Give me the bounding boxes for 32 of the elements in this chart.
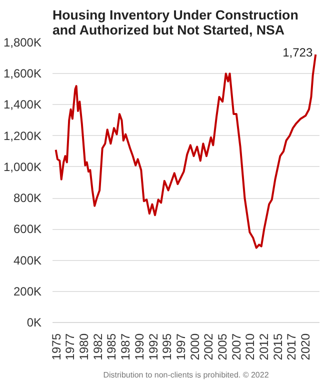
y-tick-label: 600K <box>13 222 42 236</box>
y-tick-label: 200K <box>13 284 42 298</box>
x-tick-label: 1982 <box>90 333 105 360</box>
y-tick-label: 800K <box>13 191 42 206</box>
text: Distribution to non-clients is prohibited. © 2022 <box>103 370 270 380</box>
x-tick-label: 2020 <box>298 333 313 360</box>
chart-title: Housing Inventory Under Construction and Authorized but Not Started, NSA <box>52 8 298 38</box>
x-tick-label: 1985 <box>104 333 119 360</box>
x-tick-label: 1990 <box>132 333 146 360</box>
x-tick-label: 2017 <box>284 333 299 360</box>
x-tick-label: 1980 <box>77 333 92 360</box>
y-tick-label: 1,000K <box>3 160 42 174</box>
x-tick-label: 1987 <box>118 333 133 360</box>
x-tick-label: 1992 <box>146 333 160 360</box>
x-tick-label: 2012 <box>257 333 272 360</box>
y-tick-label: 400K <box>13 253 42 268</box>
y-tick-label: 1,400K <box>3 98 42 112</box>
x-tick-label: 2002 <box>202 333 216 360</box>
x-tick-label: 1995 <box>160 333 174 360</box>
y-tick-label: 1,800K <box>3 36 42 50</box>
x-tick-label: 2000 <box>188 333 202 360</box>
x-tick-label: 2005 <box>216 333 230 360</box>
x-tick-label: 1997 <box>174 333 188 360</box>
x-tick-label: 2010 <box>243 333 258 360</box>
y-tick-label: 0K <box>26 316 42 330</box>
y-tick-label: 1,200K <box>3 128 42 143</box>
y-tick-label: 1,600K <box>3 66 42 81</box>
x-tick-label: 1975 <box>49 333 64 360</box>
x-tick-label: 2015 <box>270 333 285 360</box>
annotation: 1,723 <box>282 45 313 60</box>
x-tick-label: 2007 <box>229 333 244 360</box>
x-tick-label: 1977 <box>63 333 78 360</box>
